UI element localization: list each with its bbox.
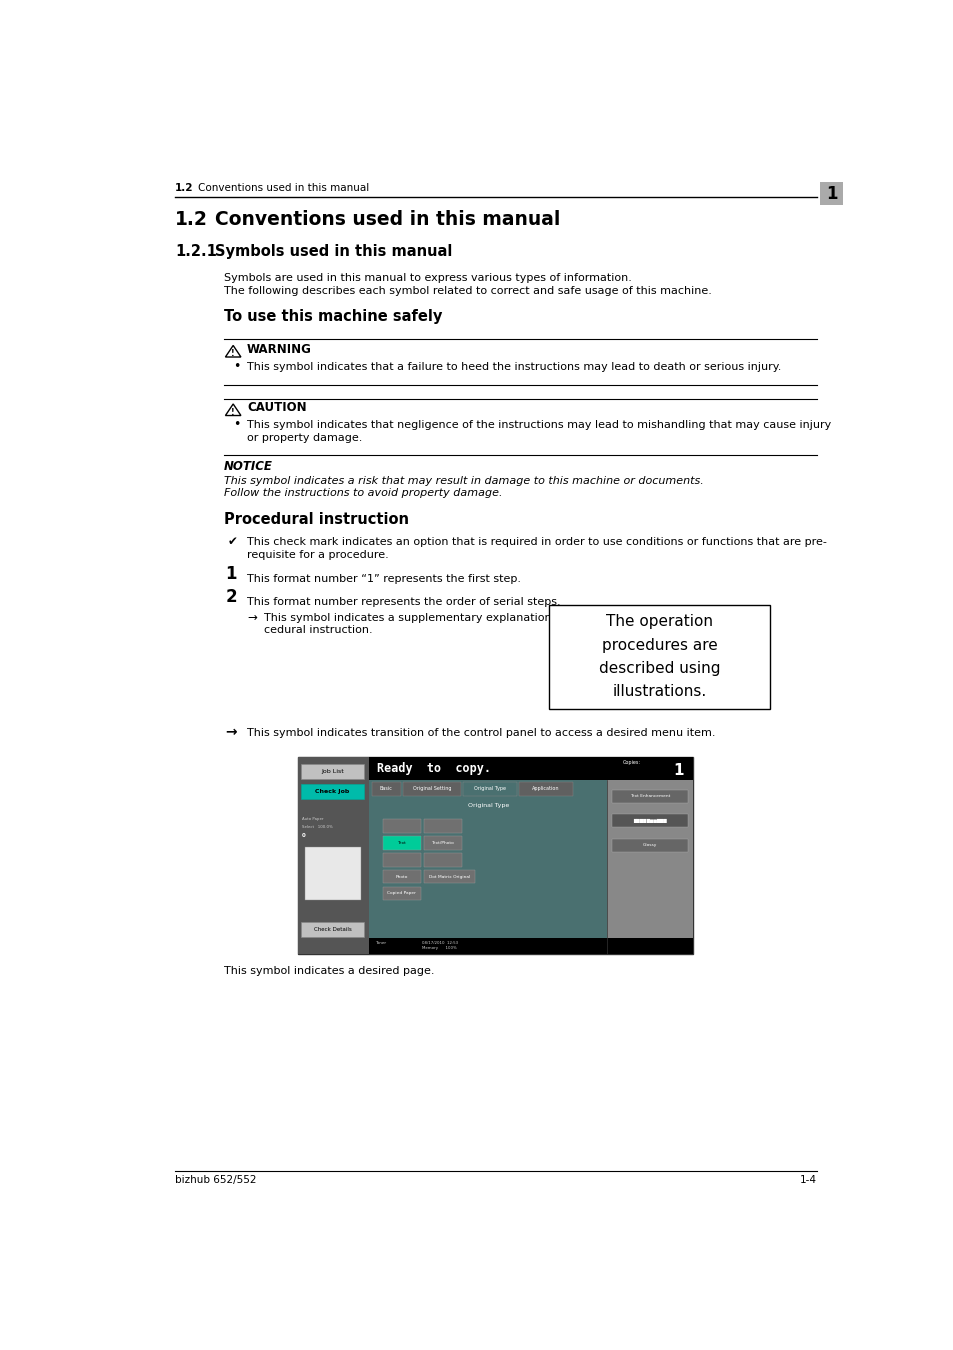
Text: Original Type: Original Type bbox=[474, 786, 505, 791]
Text: 2: 2 bbox=[225, 589, 236, 606]
FancyBboxPatch shape bbox=[423, 869, 475, 883]
Text: →: → bbox=[225, 725, 236, 738]
FancyBboxPatch shape bbox=[382, 887, 420, 900]
FancyBboxPatch shape bbox=[297, 757, 369, 953]
Text: Ready  to  copy.: Ready to copy. bbox=[376, 763, 490, 775]
Text: 1: 1 bbox=[673, 763, 683, 778]
Text: Copies:: Copies: bbox=[622, 760, 640, 765]
FancyBboxPatch shape bbox=[423, 836, 461, 849]
FancyBboxPatch shape bbox=[369, 938, 692, 953]
FancyBboxPatch shape bbox=[612, 814, 687, 828]
Text: █████▇▇███: █████▇▇███ bbox=[633, 818, 666, 822]
Text: •: • bbox=[233, 360, 240, 373]
FancyBboxPatch shape bbox=[300, 764, 364, 779]
FancyBboxPatch shape bbox=[297, 757, 692, 953]
FancyBboxPatch shape bbox=[382, 836, 420, 849]
FancyBboxPatch shape bbox=[382, 853, 420, 867]
FancyBboxPatch shape bbox=[397, 942, 401, 949]
Text: This symbol indicates a supplementary explanation of a pro-: This symbol indicates a supplementary ex… bbox=[264, 613, 601, 622]
FancyBboxPatch shape bbox=[372, 782, 400, 795]
FancyBboxPatch shape bbox=[612, 838, 687, 852]
FancyBboxPatch shape bbox=[518, 782, 572, 795]
Text: •: • bbox=[233, 418, 240, 432]
FancyBboxPatch shape bbox=[300, 922, 364, 937]
Text: This symbol indicates a desired page.: This symbol indicates a desired page. bbox=[224, 967, 434, 976]
Text: This symbol indicates that negligence of the instructions may lead to mishandlin: This symbol indicates that negligence of… bbox=[247, 420, 830, 431]
Text: Original Type: Original Type bbox=[467, 803, 508, 809]
FancyBboxPatch shape bbox=[369, 757, 692, 780]
Text: NOTICE: NOTICE bbox=[224, 460, 273, 472]
Text: Symbols used in this manual: Symbols used in this manual bbox=[215, 244, 453, 259]
Text: Conventions used in this manual: Conventions used in this manual bbox=[198, 184, 369, 193]
Text: !: ! bbox=[232, 350, 234, 358]
FancyBboxPatch shape bbox=[607, 780, 692, 953]
Text: Conventions used in this manual: Conventions used in this manual bbox=[215, 211, 560, 230]
Text: ✔: ✔ bbox=[228, 536, 237, 548]
Text: Photo: Photo bbox=[395, 875, 408, 879]
Text: requisite for a procedure.: requisite for a procedure. bbox=[247, 549, 389, 560]
FancyBboxPatch shape bbox=[423, 853, 461, 867]
Text: Text Enhancement: Text Enhancement bbox=[629, 794, 670, 798]
Text: This check mark indicates an option that is required in order to use conditions : This check mark indicates an option that… bbox=[247, 537, 826, 548]
Text: This symbol indicates a risk that may result in damage to this machine or docume: This symbol indicates a risk that may re… bbox=[224, 475, 703, 486]
Text: Copied Paper: Copied Paper bbox=[387, 891, 416, 895]
Text: 1: 1 bbox=[225, 566, 236, 583]
Text: 1: 1 bbox=[825, 185, 837, 202]
FancyBboxPatch shape bbox=[412, 942, 415, 949]
FancyBboxPatch shape bbox=[382, 869, 420, 883]
Text: Select   100.0%: Select 100.0% bbox=[302, 825, 333, 829]
Text: To use this machine safely: To use this machine safely bbox=[224, 309, 442, 324]
Text: Follow the instructions to avoid property damage.: Follow the instructions to avoid propert… bbox=[224, 489, 502, 498]
FancyBboxPatch shape bbox=[612, 790, 687, 803]
FancyBboxPatch shape bbox=[423, 819, 461, 833]
Text: This format number “1” represents the first step.: This format number “1” represents the fi… bbox=[247, 574, 520, 583]
FancyBboxPatch shape bbox=[369, 780, 607, 953]
Text: The following describes each symbol related to correct and safe usage of this ma: The following describes each symbol rela… bbox=[224, 286, 711, 297]
Text: Text: Text bbox=[396, 841, 406, 845]
Text: Check Details: Check Details bbox=[314, 927, 351, 931]
Text: Dot Matrix Original: Dot Matrix Original bbox=[428, 875, 470, 879]
Text: Original Setting: Original Setting bbox=[413, 786, 451, 791]
Text: 1.2.1: 1.2.1 bbox=[174, 244, 216, 259]
FancyBboxPatch shape bbox=[394, 942, 396, 949]
Text: 1-4: 1-4 bbox=[799, 1174, 816, 1185]
Text: This symbol indicates that a failure to heed the instructions may lead to death : This symbol indicates that a failure to … bbox=[247, 362, 781, 371]
FancyBboxPatch shape bbox=[369, 757, 692, 953]
FancyBboxPatch shape bbox=[407, 942, 410, 949]
Text: Memory      100%: Memory 100% bbox=[421, 946, 456, 950]
FancyBboxPatch shape bbox=[463, 782, 517, 795]
Text: 0: 0 bbox=[302, 833, 306, 838]
FancyBboxPatch shape bbox=[402, 942, 406, 949]
Text: 1.2: 1.2 bbox=[174, 184, 193, 193]
Text: This format number represents the order of serial steps.: This format number represents the order … bbox=[247, 597, 560, 606]
Text: Application: Application bbox=[532, 786, 559, 791]
Text: Procedural instruction: Procedural instruction bbox=[224, 512, 409, 526]
Text: →: → bbox=[247, 612, 256, 624]
FancyBboxPatch shape bbox=[549, 605, 769, 709]
Text: cedural instruction.: cedural instruction. bbox=[264, 625, 373, 636]
Text: Check Job: Check Job bbox=[314, 788, 349, 794]
Text: Job List: Job List bbox=[320, 769, 343, 774]
FancyBboxPatch shape bbox=[819, 182, 842, 205]
Text: Text/Photo: Text/Photo bbox=[431, 841, 454, 845]
Text: Toner: Toner bbox=[375, 941, 386, 945]
FancyBboxPatch shape bbox=[382, 819, 420, 833]
FancyBboxPatch shape bbox=[402, 782, 460, 795]
Text: Auto Paper: Auto Paper bbox=[302, 817, 323, 821]
Text: 1.2: 1.2 bbox=[174, 211, 208, 230]
FancyBboxPatch shape bbox=[300, 784, 364, 799]
Text: Basic: Basic bbox=[379, 786, 393, 791]
Text: This symbol indicates transition of the control panel to access a desired menu i: This symbol indicates transition of the … bbox=[247, 728, 715, 737]
FancyBboxPatch shape bbox=[305, 848, 360, 899]
Text: WARNING: WARNING bbox=[247, 343, 312, 356]
Text: bizhub 652/552: bizhub 652/552 bbox=[174, 1174, 256, 1185]
Text: Glossy: Glossy bbox=[642, 844, 657, 848]
Text: The operation
procedures are
described using
illustrations.: The operation procedures are described u… bbox=[598, 614, 720, 699]
Text: !: ! bbox=[232, 408, 234, 417]
Text: or property damage.: or property damage. bbox=[247, 433, 362, 443]
Text: 08/17/2010  12:53: 08/17/2010 12:53 bbox=[421, 941, 457, 945]
Text: Symbols are used in this manual to express various types of information.: Symbols are used in this manual to expre… bbox=[224, 273, 631, 282]
Text: CAUTION: CAUTION bbox=[247, 401, 307, 414]
